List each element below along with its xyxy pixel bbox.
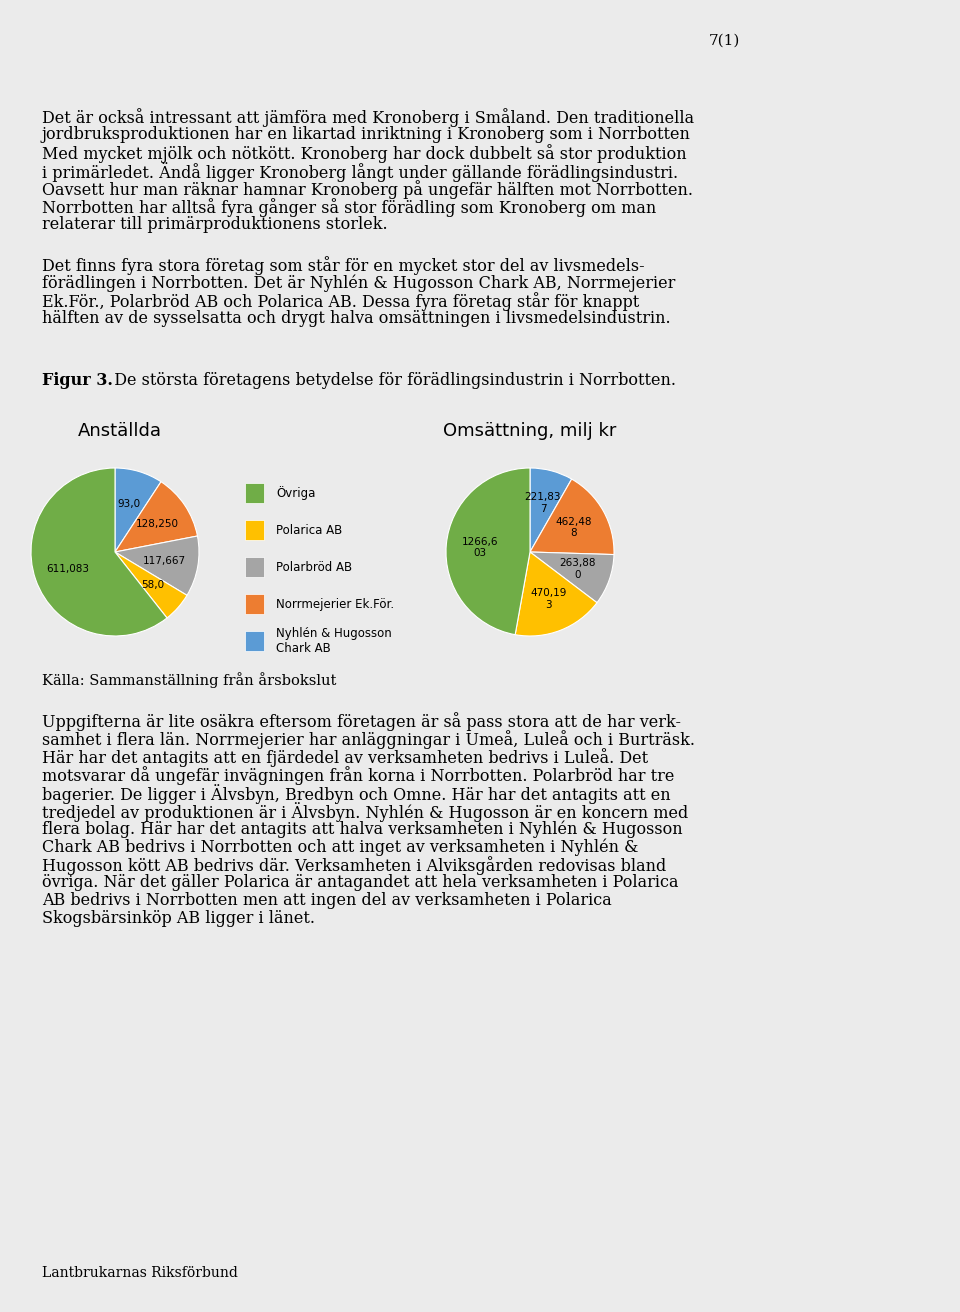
Text: Det är också intressant att jämföra med Kronoberg i Småland. Den traditionella: Det är också intressant att jämföra med … <box>42 108 694 127</box>
Text: Uppgifterna är lite osäkra eftersom företagen är så pass stora att de har verk-: Uppgifterna är lite osäkra eftersom före… <box>42 712 681 731</box>
Text: Norrmejerier Ek.För.: Norrmejerier Ek.För. <box>276 597 395 610</box>
Text: 462,48
8: 462,48 8 <box>556 517 592 538</box>
Text: Hugosson kött AB bedrivs där. Verksamheten i Alviksgården redovisas bland: Hugosson kött AB bedrivs där. Verksamhet… <box>42 855 666 875</box>
Text: Här har det antagits att en fjärdedel av verksamheten bedrivs i Luleå. Det: Här har det antagits att en fjärdedel av… <box>42 748 648 768</box>
Text: Det finns fyra stora företag som står för en mycket stor del av livsmedels-: Det finns fyra stora företag som står fö… <box>42 256 644 276</box>
Wedge shape <box>115 537 199 596</box>
Text: 128,250: 128,250 <box>135 520 179 529</box>
Text: AB bedrivs i Norrbotten men att ingen del av verksamheten i Polarica: AB bedrivs i Norrbotten men att ingen de… <box>42 892 612 909</box>
Text: jordbruksproduktionen har en likartad inriktning i Kronoberg som i Norrbotten: jordbruksproduktionen har en likartad in… <box>42 126 691 143</box>
Wedge shape <box>530 479 614 555</box>
Text: Nyhlén & Hugosson
Chark AB: Nyhlén & Hugosson Chark AB <box>276 627 393 655</box>
Text: Figur 3.: Figur 3. <box>42 373 113 388</box>
Text: flera bolag. Här har det antagits att halva verksamheten i Nyhlén & Hugosson: flera bolag. Här har det antagits att ha… <box>42 820 683 837</box>
Text: i primärledet. Ändå ligger Kronoberg långt under gällande förädlingsindustri.: i primärledet. Ändå ligger Kronoberg lån… <box>42 161 678 182</box>
Wedge shape <box>31 468 167 636</box>
Text: samhet i flera län. Norrmejerier har anläggningar i Umeå, Luleå och i Burträsk.: samhet i flera län. Norrmejerier har anl… <box>42 729 695 749</box>
Wedge shape <box>530 552 614 602</box>
Text: Norrbotten har alltså fyra gånger så stor förädling som Kronoberg om man: Norrbotten har alltså fyra gånger så sto… <box>42 198 657 216</box>
Text: Polarica AB: Polarica AB <box>276 523 343 537</box>
Text: 611,083: 611,083 <box>46 564 89 573</box>
Text: Anställda: Anställda <box>78 422 162 440</box>
Text: 117,667: 117,667 <box>143 556 186 565</box>
Bar <box>245 594 264 614</box>
Wedge shape <box>115 468 161 552</box>
Wedge shape <box>446 468 530 635</box>
Text: 93,0: 93,0 <box>118 499 141 509</box>
Wedge shape <box>115 482 198 552</box>
Text: relaterar till primärproduktionens storlek.: relaterar till primärproduktionens storl… <box>42 216 388 234</box>
Wedge shape <box>115 552 187 618</box>
Text: Chark AB bedrivs i Norrbotten och att inget av verksamheten i Nyhlén &: Chark AB bedrivs i Norrbotten och att in… <box>42 838 638 855</box>
Text: Lantbrukarnas Riksförbund: Lantbrukarnas Riksförbund <box>42 1266 238 1281</box>
Text: Skogsbärsinköp AB ligger i länet.: Skogsbärsinköp AB ligger i länet. <box>42 911 315 928</box>
Text: 221,83
7: 221,83 7 <box>525 492 562 514</box>
Text: Övriga: Övriga <box>276 487 316 500</box>
Bar <box>245 631 264 651</box>
Bar <box>245 483 264 502</box>
Text: 7(1): 7(1) <box>708 34 740 49</box>
Text: motsvarar då ungefär invägningen från korna i Norrbotten. Polarbröd har tre: motsvarar då ungefär invägningen från ko… <box>42 766 674 785</box>
Text: Med mycket mjölk och nötkött. Kronoberg har dock dubbelt så stor produktion: Med mycket mjölk och nötkött. Kronoberg … <box>42 144 686 163</box>
Text: hälften av de sysselsatta och drygt halva omsättningen i livsmedelsindustrin.: hälften av de sysselsatta och drygt halv… <box>42 310 671 327</box>
Text: 263,88
0: 263,88 0 <box>560 558 596 580</box>
Wedge shape <box>516 552 597 636</box>
Text: övriga. När det gäller Polarica är antagandet att hela verksamheten i Polarica: övriga. När det gäller Polarica är antag… <box>42 874 679 891</box>
Text: Ek.För., Polarbröd AB och Polarica AB. Dessa fyra företag står för knappt: Ek.För., Polarbröd AB och Polarica AB. D… <box>42 293 639 311</box>
Bar <box>245 520 264 541</box>
Text: 470,19
3: 470,19 3 <box>530 588 566 610</box>
Text: 58,0: 58,0 <box>141 580 164 590</box>
Text: 1266,6
03: 1266,6 03 <box>462 537 498 559</box>
Text: bagerier. De ligger i Älvsbyn, Bredbyn och Omne. Här har det antagits att en: bagerier. De ligger i Älvsbyn, Bredbyn o… <box>42 785 671 804</box>
Text: Oavsett hur man räknar hamnar Kronoberg på ungefär hälften mot Norrbotten.: Oavsett hur man räknar hamnar Kronoberg … <box>42 180 693 199</box>
Text: Omsättning, milj kr: Omsättning, milj kr <box>444 422 616 440</box>
Text: De största företagens betydelse för förädlingsindustrin i Norrbotten.: De största företagens betydelse för förä… <box>104 373 676 388</box>
Text: tredjedel av produktionen är i Älvsbyn. Nyhlén & Hugosson är en koncern med: tredjedel av produktionen är i Älvsbyn. … <box>42 802 688 821</box>
Bar <box>245 558 264 577</box>
Text: Källa: Sammanställning från årsbokslut: Källa: Sammanställning från årsbokslut <box>42 672 336 687</box>
Text: Polarbröd AB: Polarbröd AB <box>276 560 352 573</box>
Text: förädlingen i Norrbotten. Det är Nyhlén & Hugosson Chark AB, Norrmejerier: förädlingen i Norrbotten. Det är Nyhlén … <box>42 274 676 291</box>
Wedge shape <box>530 468 571 552</box>
